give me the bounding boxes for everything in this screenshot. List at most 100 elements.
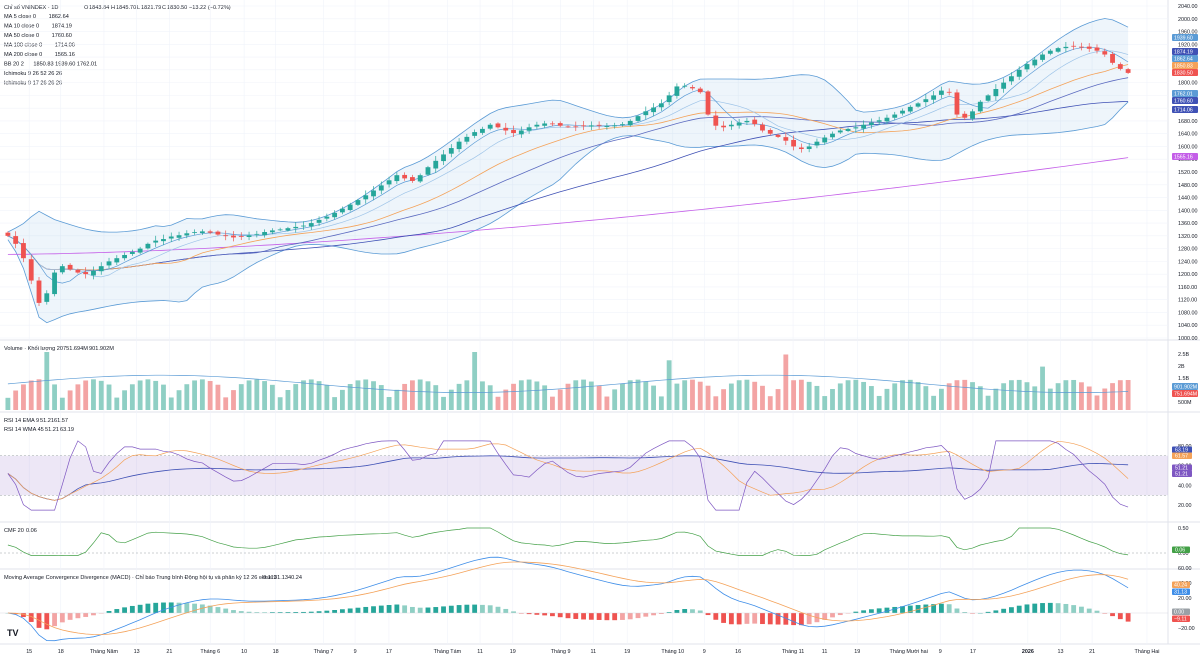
legend-value-0: 1862.64 — [49, 14, 69, 20]
candle-body — [620, 124, 625, 125]
macd-hist-bar — [1079, 606, 1084, 613]
volume-bar — [853, 379, 859, 410]
macd-hist-bar — [690, 609, 695, 613]
time-tick-7: 18 — [273, 649, 279, 655]
macd-hist-bar — [977, 612, 983, 614]
candle-body — [487, 124, 493, 129]
candle-body — [1110, 54, 1115, 63]
macd-hist-bar — [285, 612, 291, 613]
macd-hist-bar — [775, 613, 781, 625]
candle — [332, 210, 338, 220]
candle-body — [13, 236, 19, 244]
volume-bar — [402, 383, 408, 410]
price-tag-1: 1874.19 — [1172, 48, 1198, 56]
macd-hist-bar — [651, 613, 656, 616]
candle-body — [1117, 64, 1123, 69]
candle-body — [464, 136, 470, 142]
volume-bar — [736, 380, 742, 410]
time-tick-3: 13 — [134, 649, 140, 655]
candle-body — [339, 208, 345, 213]
macd-hist-bar — [1047, 602, 1053, 613]
volume-tick-1: 2B — [1178, 364, 1185, 370]
macd-hist-bar — [52, 613, 57, 627]
candle-body — [199, 231, 205, 234]
volume-ma-value: 901.902M — [89, 346, 114, 352]
candle — [868, 118, 874, 129]
macd-hist-bar — [417, 607, 423, 613]
volume-bar — [1102, 388, 1108, 410]
legend-value-5: 1850.83 1939.60 1762.01 — [33, 62, 97, 68]
candle — [402, 172, 408, 181]
volume-bar — [410, 380, 415, 410]
candle-body — [98, 266, 104, 272]
macd-hist-bar — [658, 613, 664, 614]
macd-hist-bar — [581, 613, 586, 620]
candle-body — [1055, 48, 1061, 52]
volume-bar — [666, 360, 672, 410]
price-tick-22: 1160.00 — [1178, 285, 1197, 291]
candle-body — [977, 101, 983, 112]
rsi-tag-bg — [1172, 446, 1192, 453]
macd-hist-bar — [308, 611, 314, 613]
time-tick-23: Tháng Mười hai — [890, 649, 928, 655]
macd-hist-bar — [830, 613, 835, 618]
volume-bar — [425, 381, 431, 410]
candle — [900, 108, 905, 116]
candle-body — [923, 99, 929, 103]
candle — [985, 94, 991, 102]
macd-hist-bar — [301, 611, 306, 613]
rsi-1-ema-value: 61.57 — [54, 418, 68, 424]
volume-bar — [129, 384, 135, 410]
macd-hist-bar — [1086, 608, 1092, 613]
price-tag-bg — [1172, 69, 1198, 76]
macd-hist-bar — [410, 606, 415, 613]
candle — [627, 119, 633, 127]
candle-body — [1102, 51, 1108, 55]
volume-bar — [262, 381, 268, 410]
candle-body — [853, 127, 859, 129]
cmf-tag-text: 0.06 — [1175, 548, 1185, 554]
candle-body — [223, 235, 229, 237]
candle-body — [262, 232, 268, 236]
candle-body — [192, 232, 198, 233]
candle — [52, 269, 57, 297]
volume-bar — [168, 397, 174, 410]
candle-body — [269, 230, 275, 233]
candle — [75, 268, 81, 274]
macd-hist-bar — [511, 611, 516, 613]
volume-bar — [962, 379, 968, 410]
candle-body — [231, 235, 236, 238]
macd-plot — [0, 556, 1168, 642]
candle — [339, 206, 345, 215]
legend-name-4: MA 200 close 0 — [4, 52, 42, 58]
price-tick-6: 1800.00 — [1178, 81, 1198, 87]
candle-body — [215, 231, 221, 235]
macd-hist-bar — [837, 613, 843, 616]
candle-body — [301, 225, 306, 227]
volume-bar — [1110, 383, 1115, 410]
candle — [480, 126, 485, 135]
candle — [59, 264, 65, 275]
volume-bar — [347, 384, 353, 410]
candle — [456, 138, 462, 153]
macd-hist-bar — [129, 605, 135, 613]
candle — [612, 122, 618, 129]
volume-bar — [760, 385, 765, 410]
macd-hist-bar — [1009, 607, 1014, 613]
macd-hist-bar — [386, 605, 392, 613]
chart-title: Chỉ số VNINDEX · 1D — [4, 4, 58, 11]
volume-bar — [767, 396, 773, 410]
price-tag-bg — [1172, 106, 1198, 113]
rsi-tag-bg — [1172, 452, 1192, 459]
macd-hist-bar — [441, 606, 446, 613]
legend-value-4: 1565.16 — [55, 52, 75, 58]
volume-bar — [604, 396, 610, 410]
price-tag-bg — [1172, 153, 1198, 160]
candle — [363, 190, 369, 204]
volume-bar — [1047, 388, 1053, 410]
bb-basis-line — [7, 64, 1129, 271]
volume-bar — [526, 379, 532, 410]
candle — [907, 105, 913, 114]
time-axis[interactable]: 15 18 Tháng Năm 13 21 Tháng 6 10 18 Tháng 7 9 17 Th… — [26, 649, 1159, 655]
